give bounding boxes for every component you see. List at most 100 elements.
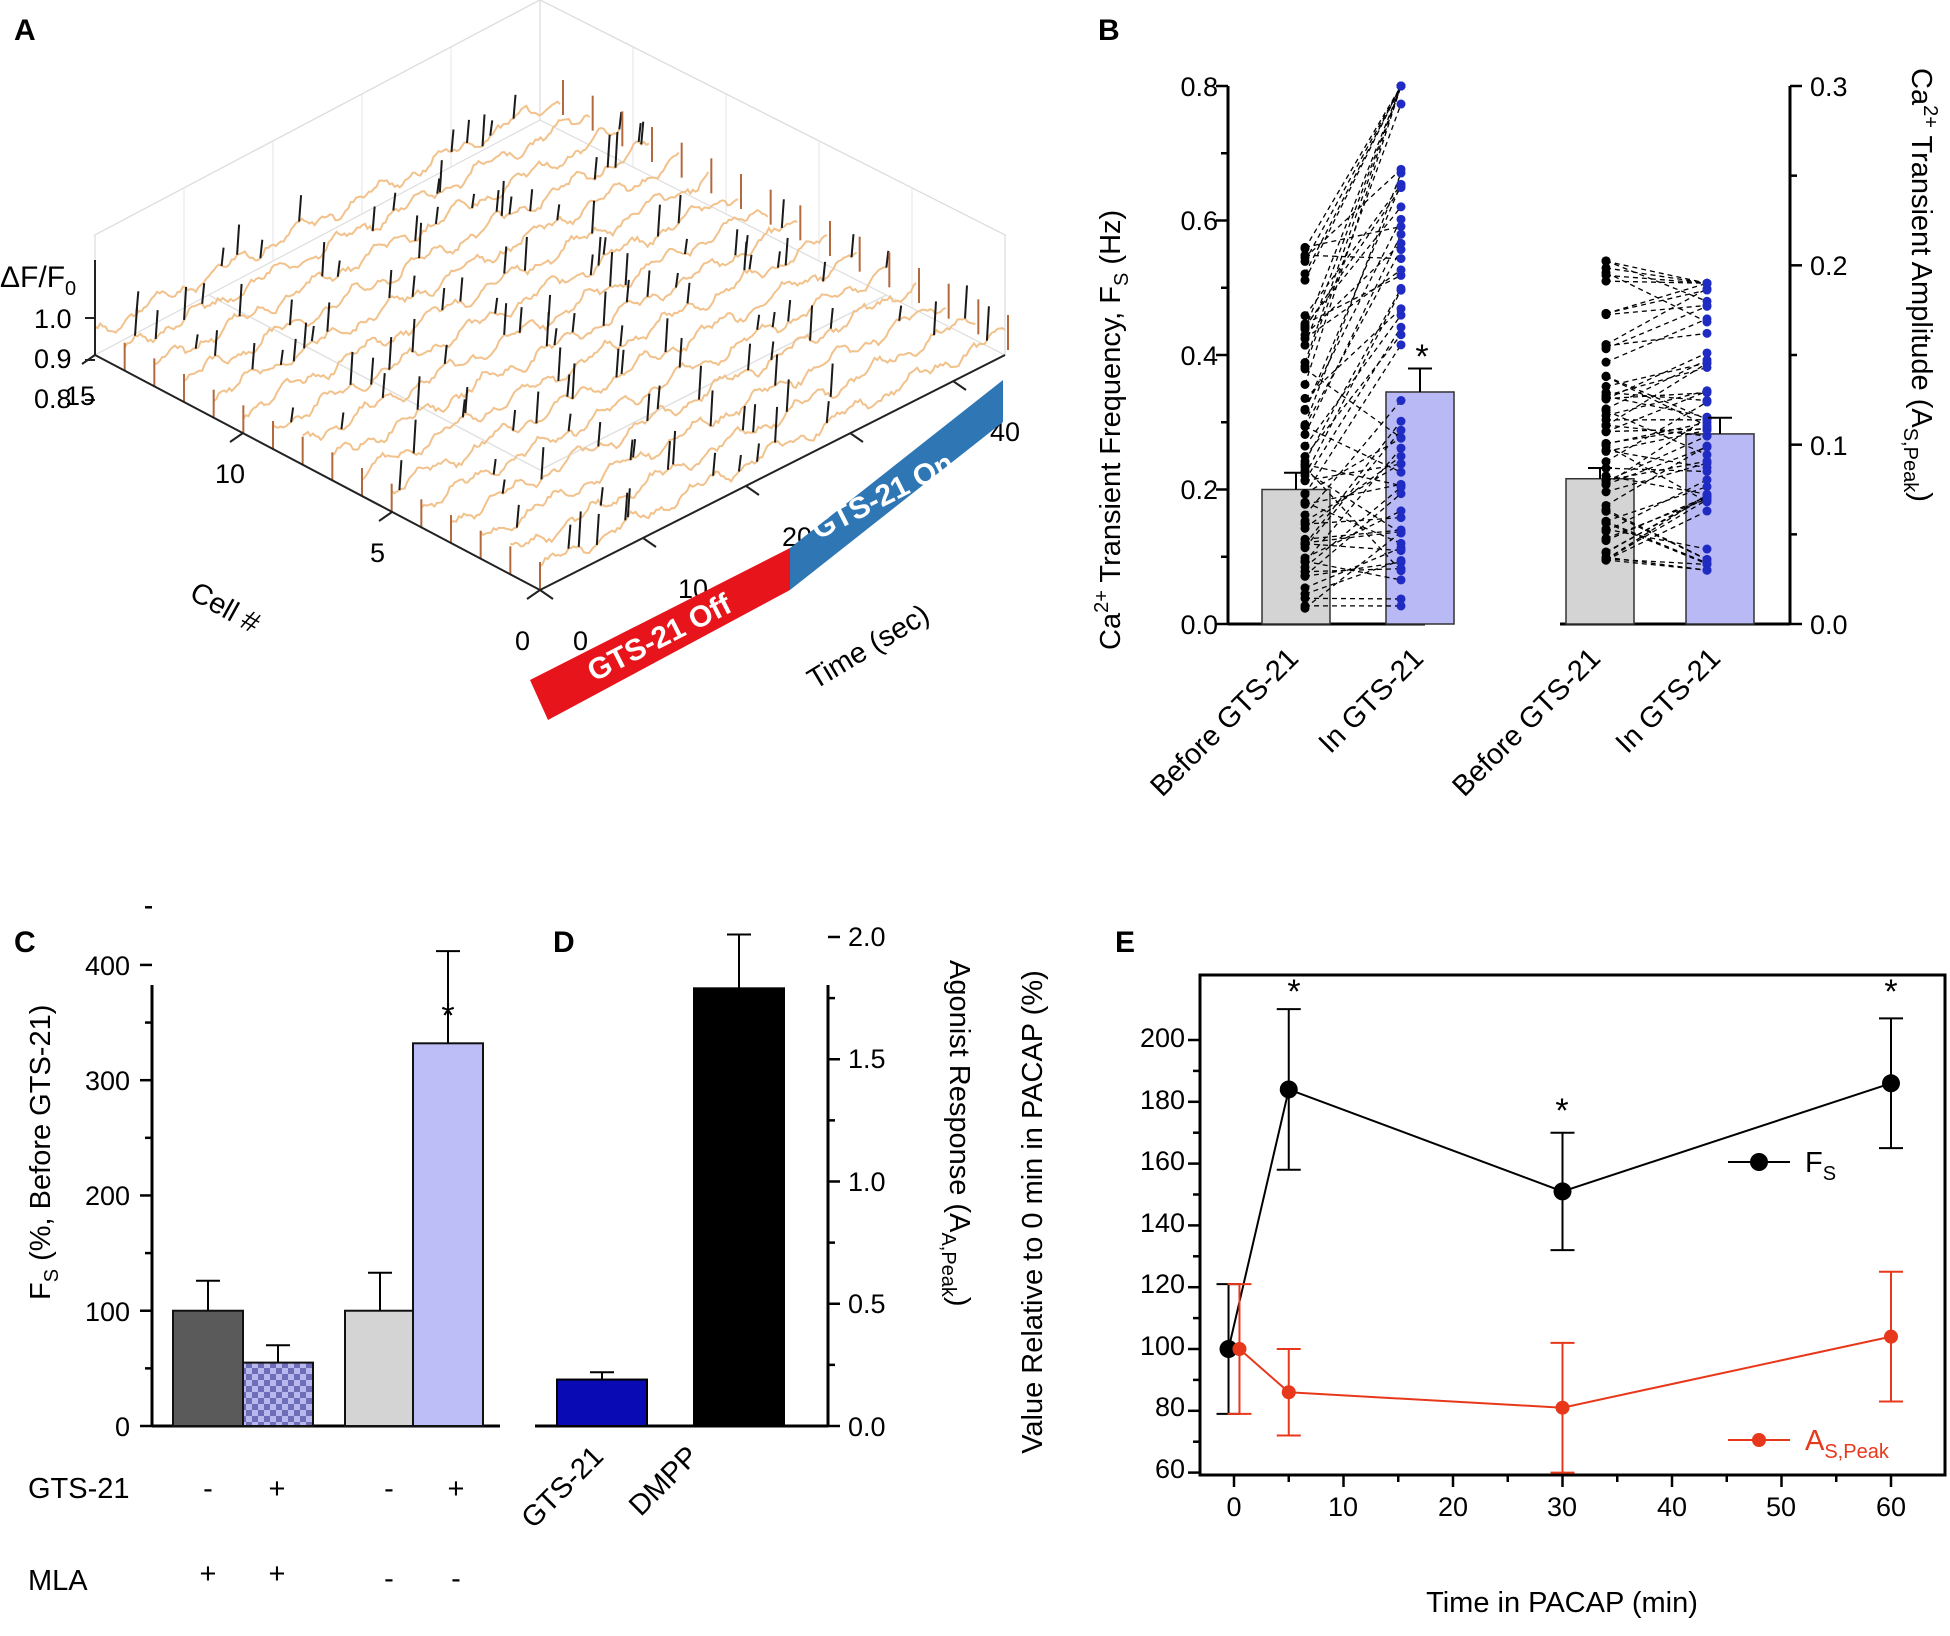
ca-spike: [632, 439, 637, 458]
panel-b-in-point: [1396, 538, 1406, 548]
panel-b-in-point: [1702, 317, 1712, 327]
panel-b-in-point: [1396, 340, 1406, 350]
panel-a-traces: [94, 80, 1009, 590]
panel-b-before-point: [1601, 391, 1611, 401]
ca-spike: [629, 439, 634, 461]
ca-spike: [624, 253, 629, 286]
panel-c-bar: [172, 1309, 244, 1427]
panel-b-pair-line: [1304, 531, 1402, 609]
panel-b-in-point: [1396, 81, 1406, 91]
panel-a-3d-plot: ΔF/F0 1.0 0.9 0.8 15 10 5 0 Cell # 0 10 …: [0, 0, 1020, 720]
ca-spike: [698, 365, 702, 400]
panel-b-in-point: [1396, 506, 1406, 516]
panel-b-in-point: [1702, 328, 1712, 338]
panel-b-in-point: [1702, 482, 1712, 492]
panel-b-before-point: [1601, 516, 1611, 526]
panel-b-pair-line: [1304, 103, 1402, 367]
ca-spike: [540, 447, 545, 480]
ca-spike: [774, 354, 779, 386]
panel-b-pair-line: [1605, 305, 1708, 350]
panel-b-pair-line: [1304, 463, 1402, 522]
panel-b-before-point: [1300, 601, 1310, 611]
panel-b-left-ticks: [1216, 84, 1228, 626]
panel-b-pair-line: [1304, 597, 1402, 600]
panel-b-in-point: [1702, 285, 1712, 295]
panel-b-pair-line: [1605, 260, 1708, 284]
panel-e-ytick-200: 200: [1140, 1023, 1185, 1053]
panel-b-in-point: [1702, 456, 1712, 466]
panel-b-pair-line: [1304, 429, 1402, 549]
panel-b-before-point: [1300, 269, 1310, 279]
panel-d-ytick-20: 2.0: [848, 922, 886, 952]
panel-b-before-point: [1300, 553, 1310, 563]
cell-trace: [302, 208, 769, 442]
panel-b-pair-line: [1605, 475, 1708, 495]
panel-c-error-bars: [196, 950, 460, 1363]
panel-d-ticks: [828, 935, 840, 1428]
panel-b-before-point: [1601, 505, 1611, 515]
panel-e-ylabel: Value Relative to 0 min in PACAP (%): [1017, 970, 1049, 1454]
panel-b-right-ticks: [1790, 84, 1802, 626]
ca-spike: [898, 305, 903, 321]
panel-b-pair-line: [1304, 483, 1402, 505]
panel-b-in-point: [1396, 467, 1406, 477]
ca-spike: [321, 242, 326, 277]
panel-b-in-point: [1396, 254, 1406, 264]
panel-e-fs-line: [1227, 1082, 1892, 1350]
panel-b-pair-line: [1605, 288, 1708, 346]
panel-c-significance-star: *: [441, 997, 454, 1035]
panel-b-pair-line: [1605, 510, 1708, 561]
panel-b-cat-in-2: In GTS-21: [1610, 642, 1727, 759]
panel-b-in-point: [1396, 179, 1406, 189]
ca-spike: [933, 301, 937, 336]
panel-e-ytick-120: 120: [1140, 1269, 1185, 1299]
panel-b-before-point: [1601, 276, 1611, 286]
ca-spike: [503, 246, 508, 274]
ca-spike: [748, 254, 753, 270]
panel-b-rytick-1: 0.1: [1810, 431, 1848, 461]
panel-b-before-point: [1300, 562, 1310, 572]
panel-e-ytick-60: 60: [1155, 1454, 1185, 1484]
panel-e-fs-point: [1553, 1182, 1572, 1201]
panel-b-in-point: [1396, 330, 1406, 340]
gts21-off-label: GTS-21 Off: [582, 587, 737, 688]
panel-b-pair-line: [1304, 463, 1402, 482]
panel-b-in-point: [1396, 304, 1406, 314]
panel-b-pair-line: [1304, 568, 1402, 573]
panel-b-pair-line: [1605, 260, 1708, 302]
panel-e-xtick-60: 60: [1876, 1492, 1906, 1522]
ca-spike: [545, 311, 550, 347]
panel-e-xtick-20: 20: [1438, 1492, 1468, 1522]
panel-b-pair-line: [1304, 225, 1402, 249]
panel-b-pair-line: [1304, 437, 1402, 495]
panel-b-pair-line: [1304, 455, 1402, 529]
panel-b-pair-line: [1605, 376, 1708, 427]
panel-b-before-point: [1300, 475, 1310, 485]
gts21-on-band: [790, 380, 1003, 590]
cell-trace: [331, 219, 798, 456]
ca-spike: [557, 347, 562, 381]
ca-spike: [298, 195, 303, 222]
panel-b-pair-line: [1304, 242, 1402, 336]
ca-spike: [752, 404, 757, 433]
panel-c-mla-1: +: [200, 1558, 217, 1590]
panel-e-as-point: [1232, 1342, 1247, 1356]
panel-c-row-mla-label: MLA: [28, 1565, 88, 1597]
ca-spike: [370, 357, 375, 385]
ca-spike: [290, 407, 295, 423]
panel-b-pair-line: [1605, 508, 1708, 560]
ca-spike: [567, 524, 572, 549]
panel-a-label: A: [14, 14, 36, 47]
ca-spike: [602, 291, 607, 326]
panel-b-in-point: [1396, 245, 1406, 255]
panel-e-ytick-180: 180: [1140, 1085, 1185, 1115]
panel-d-ytick-10: 1.0: [848, 1167, 886, 1197]
panel-c-ticks: [140, 906, 152, 1428]
panel-b-in-point: [1396, 513, 1406, 523]
panel-b-pair-line: [1304, 206, 1402, 327]
panel-b-pair-line: [1304, 470, 1402, 534]
panel-b-before-point: [1601, 552, 1611, 562]
panel-b-amp-bar: [1685, 433, 1755, 625]
panel-b-pair-line: [1605, 444, 1708, 503]
panel-e-as-point: [1555, 1400, 1570, 1415]
